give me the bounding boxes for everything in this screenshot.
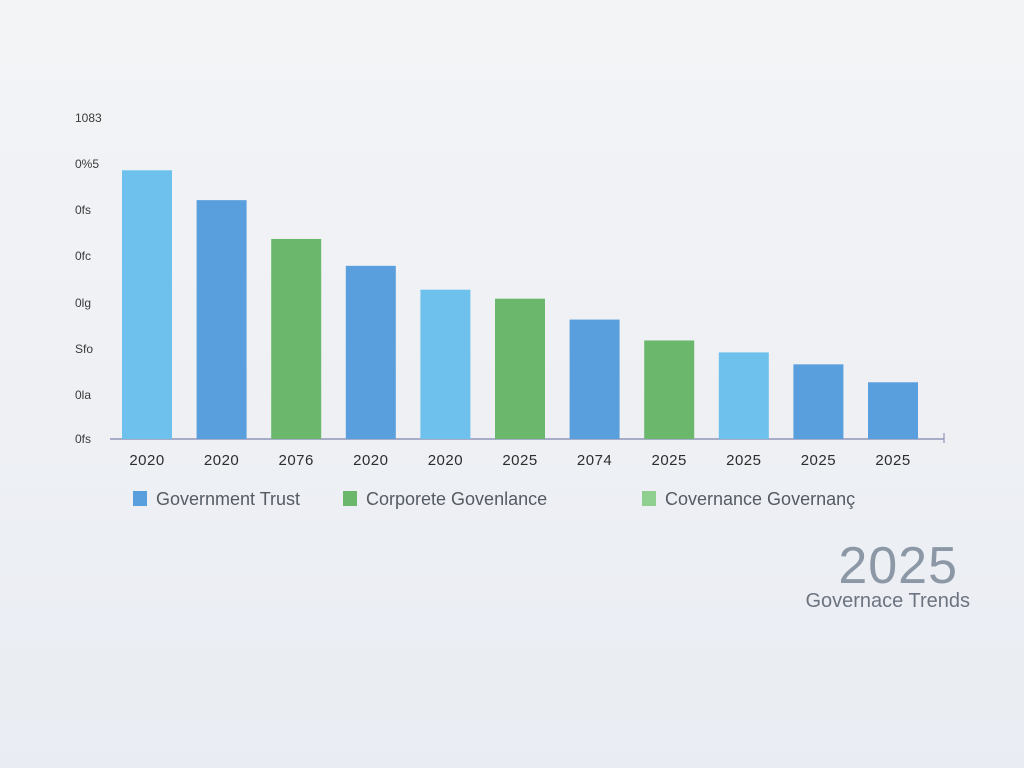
y-tick-label: 0fs: [75, 203, 91, 217]
y-tick-label: 1083: [75, 111, 102, 125]
bar: [718, 352, 769, 439]
y-tick-label: 0fs: [75, 432, 91, 446]
x-tick-label: 2025: [801, 452, 836, 469]
annotation-subtitle: Governace Trends: [805, 590, 970, 612]
y-tick-label: 0la: [75, 388, 91, 402]
bar: [793, 364, 844, 439]
bar: [495, 298, 545, 439]
bar: [196, 200, 247, 439]
annotation-year: 2025: [838, 537, 958, 595]
x-tick-label: 2020: [204, 452, 239, 469]
x-tick-label: 2076: [279, 452, 314, 469]
y-tick-label: 0%5: [75, 157, 99, 171]
bar: [122, 170, 172, 440]
x-tick-label: 2074: [577, 452, 612, 469]
x-tick-label: 2020: [353, 452, 388, 469]
bar: [345, 265, 396, 439]
bar: [420, 289, 471, 439]
legend-swatch: [133, 491, 147, 506]
bar: [569, 319, 620, 439]
x-tick-label: 2020: [428, 452, 463, 469]
x-tick-label: 2020: [129, 452, 164, 469]
legend-swatch: [343, 491, 357, 506]
legend-label: Covernance Governanç: [665, 489, 855, 509]
x-tick-label: 2025: [875, 452, 910, 469]
bar: [271, 238, 322, 439]
legend-label: Government Trust: [156, 489, 300, 509]
x-tick-label: 2025: [652, 452, 687, 469]
bar: [644, 340, 695, 439]
y-tick-label: Sfo: [75, 342, 93, 356]
legend-swatch: [642, 491, 656, 506]
y-tick-label: 0fc: [75, 249, 91, 263]
x-tick-label: 2025: [726, 452, 761, 469]
y-tick-label: 0lg: [75, 296, 91, 310]
legend-label: Corporete Govenlance: [366, 489, 547, 509]
bar: [868, 382, 918, 439]
x-tick-label: 2025: [502, 452, 537, 469]
